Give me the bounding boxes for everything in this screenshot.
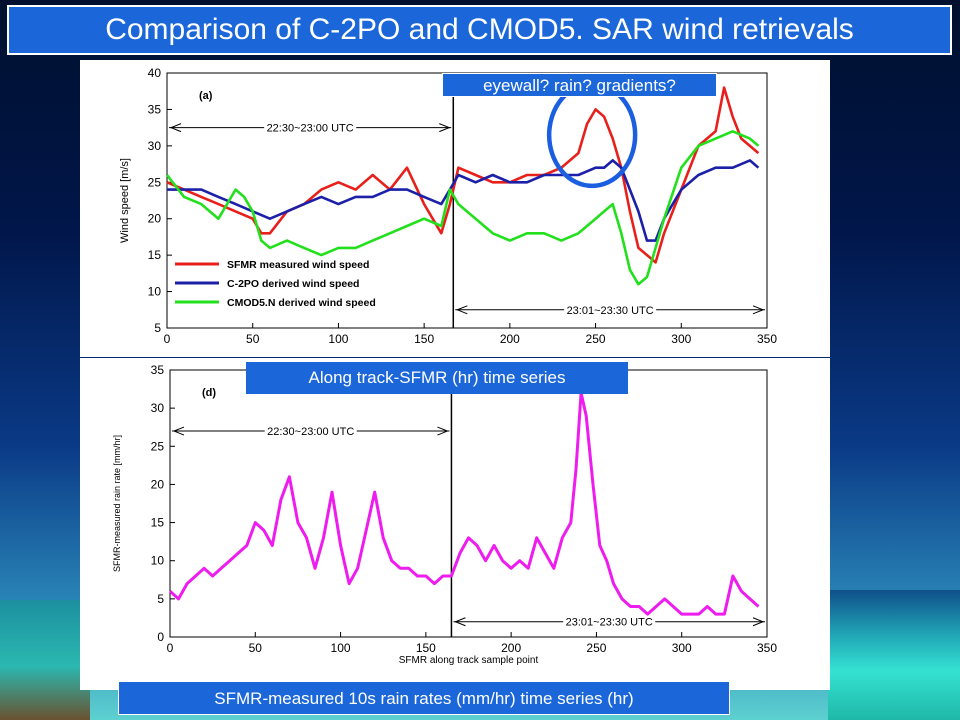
x-axis-label: SFMR along track sample point xyxy=(399,655,539,666)
period-right-arrow-label-bg xyxy=(563,614,656,629)
period-left-arrow-arrow-left xyxy=(172,426,185,436)
y-tick-label: 20 xyxy=(148,212,162,226)
series-line-1 xyxy=(168,391,760,616)
y-tick-label: 10 xyxy=(151,554,165,568)
rain-rate-chart-panel: 0 50 100 150 200 250 300 350 0 5 10 15 20 25 30 35 (d) SF… xyxy=(80,358,830,690)
y-tick-label: 30 xyxy=(148,139,162,153)
legend-label-3: CMOD5.N derived wind speed xyxy=(227,297,376,309)
legend-label-1: SFMR measured wind speed xyxy=(227,259,369,271)
period-right-arrow-label-bg xyxy=(564,302,657,317)
period-left-arrow-label-bg xyxy=(264,424,357,439)
legend-label-2: C-2PO derived wind speed xyxy=(227,278,359,290)
x-tick-label: 150 xyxy=(414,332,434,346)
highlight-circle xyxy=(546,81,638,189)
period-right-arrow-label: 23:01~23:30 UTC xyxy=(567,305,654,317)
x-tick-label: 0 xyxy=(164,332,171,346)
period-right-arrow-arrow-left xyxy=(455,305,468,315)
y-tick-label: 0 xyxy=(157,630,164,644)
x-tick-label: 250 xyxy=(586,641,606,655)
y-tick-label: 25 xyxy=(151,439,165,453)
x-tick-label: 350 xyxy=(757,332,777,346)
x-tick-label: 150 xyxy=(416,641,436,655)
x-tick-label: 0 xyxy=(167,641,174,655)
y-tick-label: 35 xyxy=(151,363,165,377)
period-left-arrow-arrow-right xyxy=(439,123,451,133)
series-line-3 xyxy=(165,130,760,286)
y-tick-label: 5 xyxy=(157,592,164,606)
y-axis-label: Wind speed [m/s] xyxy=(119,158,131,243)
x-tick-label: 50 xyxy=(246,332,260,346)
x-tick-label: 200 xyxy=(501,641,521,655)
x-tick-label: 300 xyxy=(672,641,692,655)
y-tick-label: 10 xyxy=(148,285,162,299)
period-left-arrow-label: 22:30~23:00 UTC xyxy=(267,426,354,438)
plot-frame xyxy=(169,369,768,638)
period-left-arrow-arrow-left xyxy=(169,123,182,133)
x-tick-label: 50 xyxy=(249,641,263,655)
period-right-arrow-arrow-left xyxy=(454,617,466,627)
panel-label: (a) xyxy=(199,90,213,102)
x-tick-label: 100 xyxy=(331,641,351,655)
series-line-1 xyxy=(166,86,760,264)
wind-speed-chart-panel: 0 50 100 150 200 250 300 350 5 10 15 20 25 30 35 40 (a) W… xyxy=(80,60,830,357)
rain-rate-chart: 0 50 100 150 200 250 300 350 0 5 10 15 20 25 30 35 (d) SF… xyxy=(112,363,777,666)
panel-label: (d) xyxy=(202,387,216,399)
eyewall-caption: eyewall? rain? gradients? xyxy=(442,73,717,97)
period-right-arrow-arrow-right xyxy=(752,617,765,627)
y-tick-label: 15 xyxy=(148,248,162,262)
y-tick-label: 25 xyxy=(148,175,162,189)
x-tick-label: 300 xyxy=(671,332,691,346)
series-line-2 xyxy=(167,159,760,242)
y-tick-label: 15 xyxy=(151,516,165,530)
background-shore xyxy=(0,600,90,720)
wind-speed-chart: 0 50 100 150 200 250 300 350 5 10 15 20 25 30 35 40 (a) W… xyxy=(119,66,777,346)
period-left-arrow-arrow-right xyxy=(437,426,449,436)
along-track-caption: Along track-SFMR (hr) time series xyxy=(246,362,628,394)
y-tick-label: 35 xyxy=(148,102,162,116)
background-sea xyxy=(828,590,960,720)
y-tick-label: 30 xyxy=(151,401,165,415)
period-left-arrow-label-bg xyxy=(264,120,357,135)
x-tick-label: 100 xyxy=(328,332,348,346)
x-tick-label: 200 xyxy=(500,332,520,346)
y-axis-label: SFMR-measured rain rate [mm/hr] xyxy=(112,435,122,572)
period-right-arrow-label: 23:01~23:30 UTC xyxy=(566,617,653,629)
x-tick-label: 250 xyxy=(586,332,606,346)
slide-title: Comparison of C-2PO and CMOD5. SAR wind … xyxy=(7,5,952,55)
x-tick-label: 350 xyxy=(757,641,777,655)
y-tick-label: 40 xyxy=(148,66,162,80)
rain-rate-caption: SFMR-measured 10s rain rates (mm/hr) tim… xyxy=(118,681,730,715)
period-right-arrow-arrow-right xyxy=(752,305,765,315)
y-tick-label: 5 xyxy=(154,321,161,335)
period-left-arrow-label: 22:30~23:00 UTC xyxy=(267,123,354,135)
y-tick-label: 20 xyxy=(151,477,165,491)
